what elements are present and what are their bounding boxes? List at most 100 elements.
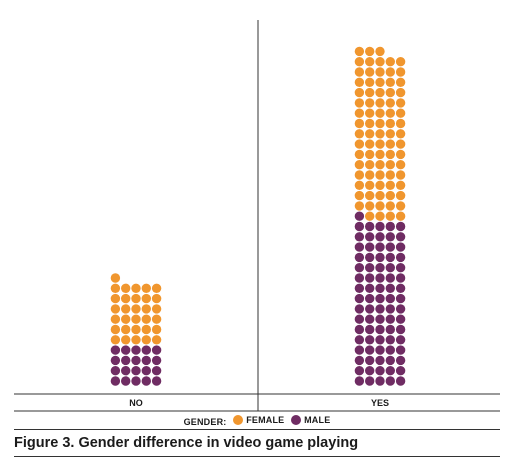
dot-yes-female (375, 190, 385, 201)
dot-yes-male (395, 273, 406, 283)
dot-yes-female (365, 180, 375, 190)
dot-yes-male (354, 335, 365, 345)
dot-no-female (121, 304, 131, 314)
dot-yes-female (354, 87, 365, 98)
dot-yes-female (395, 170, 406, 180)
dot-yes-female (365, 118, 375, 129)
dot-yes-male (365, 314, 375, 324)
dot-no-female (141, 324, 151, 335)
dot-yes-male (365, 283, 375, 293)
dot-yes-female (354, 98, 365, 108)
dot-yes-female (385, 118, 395, 129)
dot-yes-male (365, 335, 375, 345)
dot-no-female (151, 283, 162, 293)
dot-yes-male (365, 355, 375, 366)
dot-no-female (121, 335, 131, 345)
dot-yes-male (365, 263, 375, 273)
dot-no-female (131, 335, 141, 345)
dot-yes-female (395, 77, 406, 88)
dot-yes-female (375, 46, 385, 57)
dot-yes-male (375, 335, 385, 345)
dot-yes-female (395, 160, 406, 170)
dot-yes-male (375, 242, 385, 252)
dot-no-female (110, 304, 121, 314)
dot-yes-male (385, 345, 395, 355)
dot-no-male (121, 376, 131, 386)
dot-yes-male (354, 376, 365, 386)
dot-no-male (131, 345, 141, 355)
dot-yes-male (354, 242, 365, 252)
dot-yes-male (395, 293, 406, 304)
dot-yes-female (365, 87, 375, 98)
dot-yes-female (385, 129, 395, 139)
dot-no-female (131, 324, 141, 335)
dot-no-male (141, 345, 151, 355)
dot-yes-female (385, 139, 395, 149)
dot-yes-female (354, 67, 365, 77)
dot-yes-female (365, 129, 375, 139)
dot-yes-male (375, 263, 385, 273)
dot-yes-female (375, 108, 385, 118)
dot-no-male (121, 366, 131, 376)
dot-no-male (151, 376, 162, 386)
dot-yes-female (385, 190, 395, 201)
dot-yes-female (395, 87, 406, 98)
dot-yes-female (375, 180, 385, 190)
dot-no-female (121, 283, 131, 293)
dot-yes-male (395, 232, 406, 242)
dot-no-male (110, 376, 121, 386)
dot-yes-male (354, 283, 365, 293)
caption-underline (14, 456, 500, 457)
dot-no-female (131, 314, 141, 324)
dot-no-male (151, 355, 162, 366)
dot-yes-male (354, 366, 365, 376)
dot-no-female (110, 335, 121, 345)
dot-yes-male (365, 242, 375, 252)
dot-no-female (110, 293, 121, 304)
dot-yes-male (385, 376, 395, 386)
dot-yes-female (385, 108, 395, 118)
dot-no-female (121, 293, 131, 304)
dot-yes-female (395, 108, 406, 118)
dot-yes-female (385, 67, 395, 77)
dot-no-male (151, 345, 162, 355)
dot-no-female (141, 293, 151, 304)
dot-yes-male (385, 335, 395, 345)
dot-yes-female (354, 46, 365, 57)
dot-no-male (141, 366, 151, 376)
dot-yes-female (354, 201, 365, 211)
dot-yes-female (375, 98, 385, 108)
dot-yes-male (385, 304, 395, 314)
dot-yes-male (375, 232, 385, 242)
dot-yes-male (395, 263, 406, 273)
legend-item-male: MALE (291, 414, 330, 426)
dot-yes-male (354, 211, 365, 221)
dot-yes-male (354, 345, 365, 355)
dot-yes-male (375, 314, 385, 324)
dot-no-female (151, 304, 162, 314)
dot-yes-female (375, 201, 385, 211)
dot-yes-male (395, 355, 406, 366)
dot-yes-male (365, 304, 375, 314)
dot-yes-male (385, 252, 395, 263)
dot-yes-male (395, 345, 406, 355)
dot-no-female (131, 304, 141, 314)
dot-no-male (131, 366, 141, 376)
dot-yes-female (365, 108, 375, 118)
dot-yes-female (375, 77, 385, 88)
dot-no-female (110, 283, 121, 293)
dot-yes-male (365, 324, 375, 335)
dot-yes-male (365, 345, 375, 355)
dot-yes-male (365, 293, 375, 304)
dot-yes-female (395, 118, 406, 129)
dot-yes-female (385, 201, 395, 211)
dot-yes-female (395, 129, 406, 139)
dot-yes-female (365, 57, 375, 67)
figure-caption: Figure 3. Gender difference in video gam… (14, 435, 359, 451)
dot-no-male (121, 355, 131, 366)
dot-yes-female (354, 139, 365, 149)
x-tick-label-no: NO (129, 398, 143, 408)
dot-yes-female (395, 139, 406, 149)
dot-no-male (110, 366, 121, 376)
dot-yes-male (385, 283, 395, 293)
